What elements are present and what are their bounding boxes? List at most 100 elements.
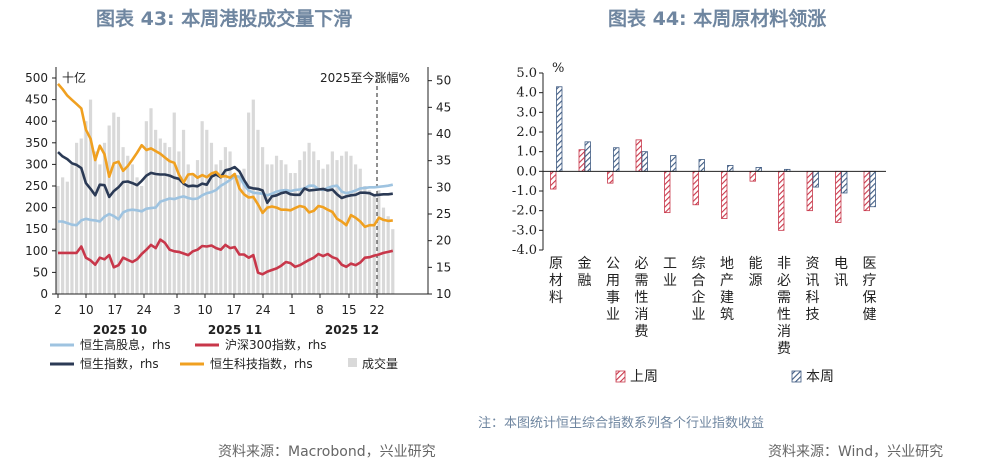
bar-last-week [578, 149, 585, 172]
volume-bar [181, 129, 186, 294]
month-label: 2025 11 [208, 323, 262, 337]
volume-bar [233, 173, 237, 294]
volume-bar [363, 186, 367, 294]
left-tick-label: 250 [25, 179, 48, 193]
left-tick-label: 200 [25, 201, 48, 215]
bar-last-week [692, 170, 699, 206]
volume-bar [79, 138, 83, 294]
volume-bar [335, 160, 339, 294]
bar-last-week [721, 170, 728, 219]
y-tick-label: -4.0 [512, 243, 537, 258]
category-label: 电讯 [834, 256, 848, 289]
volume-bar [293, 173, 297, 294]
category-label: 能源 [749, 256, 763, 289]
volume-bar [209, 142, 214, 294]
bar-this-week [812, 170, 819, 188]
volume-bar [135, 177, 139, 294]
left-tick-label: 450 [25, 93, 48, 107]
bar-this-week [641, 151, 648, 172]
volume-bar [107, 125, 111, 295]
right-tick-label: 35 [436, 154, 451, 168]
volume-bar [200, 121, 204, 294]
bar-last-week [550, 170, 557, 190]
volume-bar [247, 112, 251, 294]
volume-bar [354, 164, 358, 294]
bar-this-week [727, 165, 734, 172]
volume-bar [121, 147, 125, 294]
volume-bar [223, 147, 227, 294]
volume-bar [168, 147, 172, 294]
legend-label: 恒生科技指数，rhs [210, 356, 313, 371]
x-tick-label: 24 [255, 303, 270, 317]
legend-label: 恒生高股息，rhs [80, 337, 171, 352]
series-line-2 [57, 151, 393, 205]
volume-bar [228, 151, 232, 294]
volume-bar [65, 181, 69, 294]
volume-bar [270, 164, 274, 294]
volume-bar [377, 190, 381, 294]
x-tick-label: 8 [316, 303, 324, 317]
x-tick-label: 3 [173, 303, 181, 317]
left-tick-label: 350 [25, 136, 48, 150]
volume-bar [56, 186, 60, 294]
left-line-chart: 0501001502002503003504004505001015202530… [25, 67, 451, 371]
bar-last-week [778, 170, 785, 231]
right-tick-label: 20 [436, 234, 451, 248]
volume-bar [98, 164, 102, 294]
right-tick-label: 40 [436, 127, 451, 141]
volume-bar [261, 147, 265, 294]
category-label: 医疗保健 [863, 256, 877, 323]
bar-last-week [863, 170, 870, 212]
category-label: 综合企业 [692, 256, 706, 323]
volume-bar [307, 142, 311, 294]
legend-label: 沪深300指数，rhs [225, 337, 327, 352]
y-tick-label: -2.0 [512, 204, 537, 219]
x-tick-label: 1 [288, 303, 296, 317]
legend-label: 成交量 [362, 356, 398, 371]
volume-bar [75, 142, 79, 294]
volume-bar [391, 229, 395, 294]
legend-swatch [615, 370, 626, 383]
left-figure-title: 图表 43: 本周港股成交量下滑 [96, 8, 353, 30]
right-tick-label: 30 [436, 180, 451, 194]
y-tick-label: 0.0 [516, 164, 537, 179]
x-tick-label: 10 [197, 303, 212, 317]
volume-bar [195, 160, 200, 294]
volume-bar [349, 155, 353, 294]
y-tick-label: -1.0 [512, 184, 537, 199]
volume-bar [149, 108, 153, 295]
x-tick-label: 22 [369, 303, 384, 317]
bar-this-week [584, 141, 591, 172]
y-tick-label: 5.0 [516, 66, 537, 81]
bar-last-week [635, 139, 642, 172]
category-label: 地产建筑 [720, 256, 734, 323]
x-tick-label: 24 [136, 303, 151, 317]
y-tick-label: 2.0 [516, 125, 537, 140]
volume-bar [140, 186, 144, 294]
volume-bar [298, 160, 302, 294]
category-label: 公用事业 [606, 256, 620, 323]
y-unit: % [552, 61, 564, 76]
right-figure-title: 图表 44: 本周原材料领涨 [608, 8, 827, 30]
volume-bar [214, 164, 218, 294]
left-source: 资料来源：Macrobond，兴业研究 [218, 444, 436, 460]
x-tick-label: 17 [107, 303, 122, 317]
volume-bar [172, 112, 176, 294]
volume-bar [191, 173, 195, 294]
series-line-0 [58, 174, 394, 227]
bar-this-week [670, 155, 677, 172]
y-tick-label: 3.0 [516, 105, 537, 120]
volume-bar [158, 138, 162, 294]
volume-bar [288, 173, 293, 294]
volume-bar [302, 151, 307, 294]
right-tick-label: 15 [436, 260, 451, 274]
volume-bar [237, 177, 241, 294]
volume-bar [372, 194, 376, 294]
right-tick-label: 45 [436, 100, 451, 114]
bar-this-week [755, 166, 762, 172]
y-tick-label: 1.0 [516, 145, 537, 160]
volume-bar [130, 164, 134, 294]
legend-swatch [348, 358, 357, 367]
volume-bar [84, 121, 88, 294]
volume-bar [70, 164, 74, 294]
